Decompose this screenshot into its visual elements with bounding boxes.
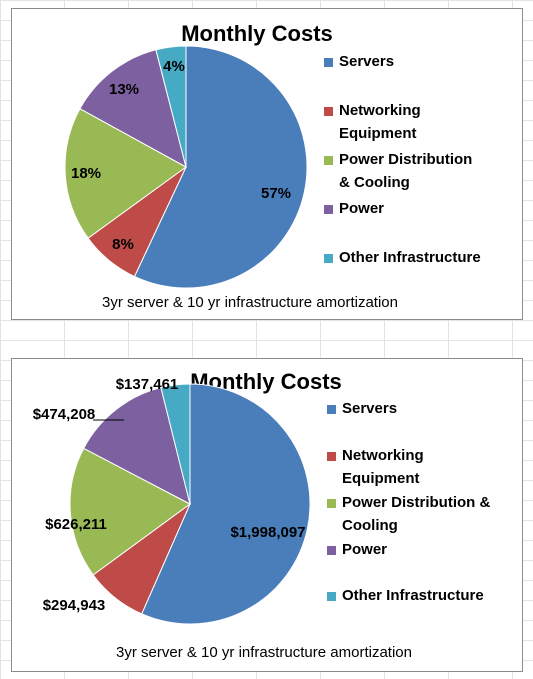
pie-slice-servers (141, 383, 311, 625)
legend-label-networking-equipment: Equipment (339, 125, 417, 142)
slice-label-servers: 57% (261, 185, 291, 202)
slice-label-networking-equipment: $294,943 (43, 597, 106, 614)
legend: Servers Networking Equipment Power Distribu… (324, 53, 481, 266)
legend-swatch-other-infrastructure (327, 592, 336, 601)
pie-slice-other-infrastructure (155, 45, 187, 168)
legend-label-other-infrastructure: Other Infrastructure (339, 249, 481, 266)
slice-label-other-infrastructure: $137,461 (116, 376, 179, 393)
legend-swatch-other-infrastructure (324, 254, 333, 263)
pie-slices (69, 383, 311, 625)
chart-caption: 3yr server & 10 yr infrastructure amorti… (116, 644, 412, 661)
legend-label-power-distribution-cooling: & Cooling (339, 174, 410, 191)
slice-label-power: 13% (109, 81, 139, 98)
slice-label-other-infrastructure: 4% (163, 58, 185, 75)
legend-swatch-power (327, 546, 336, 555)
slice-labels: $1,998,097 $294,943 $626,211 $474,208 $137,4… (33, 376, 306, 614)
legend-label-networking-equipment: Equipment (342, 470, 420, 487)
legend-swatch-networking-equipment (327, 452, 336, 461)
slice-label-power-distribution-cooling: $626,211 (45, 516, 107, 533)
legend-swatch-servers (327, 405, 336, 414)
slice-label-servers: $1,998,097 (230, 524, 305, 541)
pie-slice-servers (133, 45, 308, 289)
pie-slices (64, 45, 308, 289)
pie-slice-power-distribution-cooling (64, 108, 187, 239)
legend-swatch-power-distribution-cooling (324, 156, 333, 165)
legend-label-power-distribution-cooling: Power Distribution (339, 151, 472, 168)
legend-label-power-distribution-cooling: Power Distribution & (342, 494, 491, 511)
legend-label-power: Power (342, 541, 387, 558)
slice-labels: 57% 8% 18% 13% 4% (71, 58, 291, 253)
pie-slice-other-infrastructure (160, 383, 191, 505)
chart-panel-percent: Monthly Costs 57% 8% 18% 13% 4% Servers Netwo… (11, 8, 523, 320)
legend-label-servers: Servers (342, 400, 397, 417)
legend-swatch-networking-equipment (324, 107, 333, 116)
legend-label-servers: Servers (339, 53, 394, 70)
legend-label-power: Power (339, 200, 384, 217)
legend-label-other-infrastructure: Other Infrastructure (342, 587, 484, 604)
pie-slice-power-distribution-cooling (69, 447, 191, 576)
legend-label-power-distribution-cooling: Cooling (342, 517, 398, 534)
pie-slice-power (79, 49, 187, 168)
pie-slice-power (83, 386, 191, 505)
legend-label-networking-equipment: Networking (339, 102, 421, 119)
legend-swatch-servers (324, 58, 333, 67)
pie-chart-dollars: Monthly Costs $1,998,097$294,943$626,211… (33, 369, 491, 661)
legend-label-networking-equipment: Networking (342, 447, 424, 464)
legend-swatch-power-distribution-cooling (327, 499, 336, 508)
slice-label-networking-equipment: 8% (112, 236, 134, 253)
chart-panel-dollars: Monthly Costs $1,998,097 $294,943 $626,211… (11, 358, 523, 672)
legend-swatch-power (324, 205, 333, 214)
slice-label-power-distribution-cooling: 18% (71, 165, 101, 182)
chart-caption: 3yr server & 10 yr infrastructure amorti… (102, 294, 398, 311)
legend: Servers Networking Equipment Power Distribu… (327, 400, 491, 604)
slice-label-power: $474,208 (33, 406, 96, 423)
chart-title: Monthly Costs (181, 21, 333, 46)
pie-chart-percent: Monthly Costs 57% 8% 18% 13% 4% Servers Netwo… (64, 21, 481, 311)
